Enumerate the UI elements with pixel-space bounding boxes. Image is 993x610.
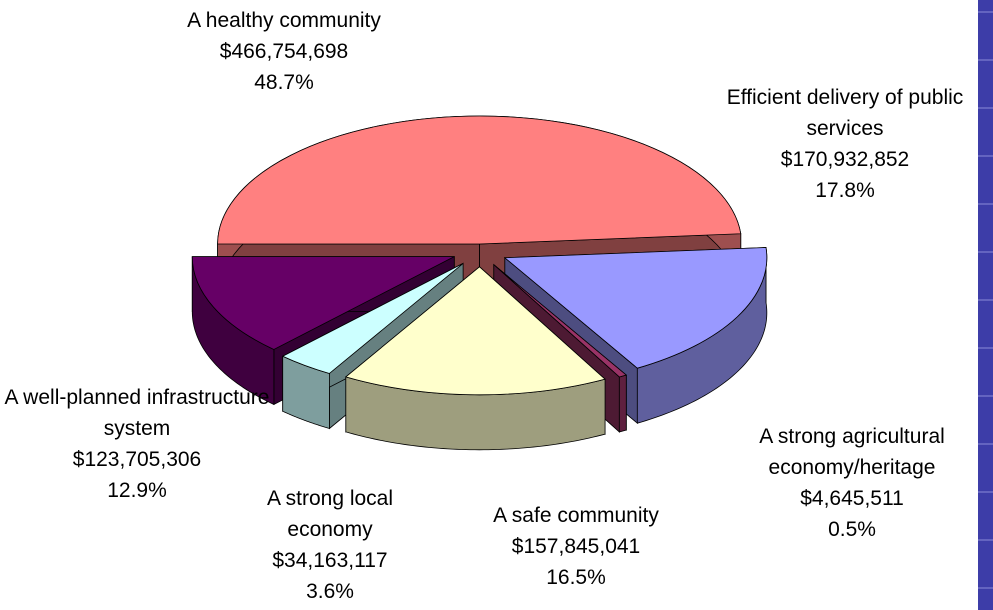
category: A safe community xyxy=(493,504,659,527)
category: A strong agricultural economy/heritage xyxy=(759,425,945,479)
share-label: 48.7% xyxy=(254,71,314,94)
category: A healthy community xyxy=(187,9,381,32)
slice-top xyxy=(344,266,606,396)
share-label: 12.9% xyxy=(107,479,167,502)
slice-label: A well-planned infrastructure system $123… xyxy=(2,382,272,506)
slice-label: Efficient delivery of public services $17… xyxy=(725,82,965,206)
share-label: 16.5% xyxy=(546,566,606,589)
slice-label: A strong local economy $34,163,117 3.6% xyxy=(245,483,415,607)
slice-label: A healthy community $466,754,698 48.7% xyxy=(184,5,384,98)
value-label: $466,754,698 xyxy=(219,40,349,63)
share-label: 0.5% xyxy=(828,518,876,541)
slice-top xyxy=(281,263,464,374)
slice-top xyxy=(503,247,768,369)
slice-top xyxy=(217,115,742,245)
share-label: 17.8% xyxy=(815,179,875,202)
category: Efficient delivery of public services xyxy=(726,86,964,140)
value-label: $157,845,041 xyxy=(511,535,641,558)
share-label: 3.6% xyxy=(306,580,354,603)
slice-top xyxy=(493,264,628,378)
slice-top xyxy=(191,256,455,350)
slice xyxy=(344,265,606,451)
slice-side xyxy=(618,374,627,433)
value-label: $4,645,511 xyxy=(800,487,904,510)
value-label: $170,932,852 xyxy=(780,148,910,171)
value-label: $34,163,117 xyxy=(272,549,388,572)
value-label: $123,705,306 xyxy=(72,448,202,471)
slice-label: A strong agricultural economy/heritage $4… xyxy=(727,421,977,545)
category: A well-planned infrastructure system xyxy=(4,386,270,440)
slice-label: A safe community $157,845,041 16.5% xyxy=(466,500,686,593)
side-strip xyxy=(978,0,993,610)
category: A strong local economy xyxy=(266,487,394,541)
